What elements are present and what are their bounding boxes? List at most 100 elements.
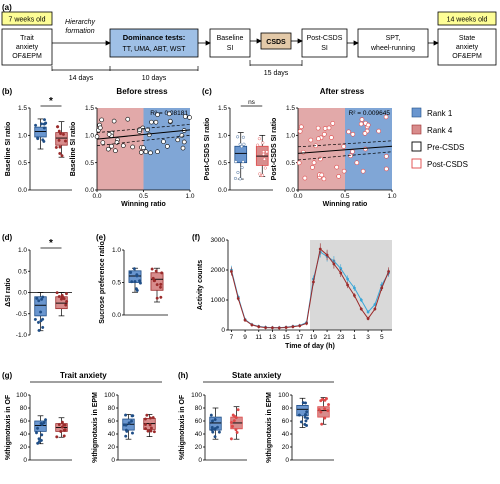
data-point [353, 286, 356, 290]
data-point [154, 269, 158, 273]
data-point [229, 420, 233, 424]
y-tick-label: 0.5 [85, 160, 94, 167]
data-point [130, 144, 135, 150]
data-point [303, 412, 307, 416]
data-point [373, 307, 377, 311]
title-state-anxiety: State anxiety [232, 371, 282, 380]
data-point [167, 118, 173, 124]
post-line2: SI [321, 45, 328, 52]
panel-g-of: 0 20 40 60 80 100 %thigmotaxis in OF [5, 392, 72, 464]
data-point [366, 317, 370, 320]
data-point [323, 407, 327, 411]
hierarchy-line1: Hierarchy [65, 19, 95, 26]
data-point [304, 419, 308, 423]
y-axis-label: Post-CSDS SI ratio [204, 118, 211, 181]
data-point [261, 141, 265, 145]
y-tick-label: 40 [108, 431, 116, 438]
data-point [179, 133, 185, 138]
data-point [312, 280, 315, 284]
trait-step-line2: anxiety [16, 44, 39, 51]
hierarchy-line2: formation [65, 28, 94, 35]
data-point [37, 299, 41, 303]
data-point [130, 419, 134, 423]
data-point [60, 154, 64, 158]
y-tick-label: 1.5 [18, 105, 27, 112]
data-point [362, 131, 368, 136]
box-rank4 [255, 134, 269, 178]
y-tick-label: 0.0 [218, 187, 227, 194]
state-step-line1: State [459, 35, 475, 42]
regression-line [96, 129, 191, 140]
confidence-lower [96, 134, 191, 147]
y-axis-label: %thigmotaxis in EPM [266, 392, 273, 463]
y-tick-label: 0.5 [286, 160, 295, 167]
y-tick-label: 0 [23, 457, 27, 464]
data-point [298, 324, 302, 328]
x-tick-label: 1.0 [387, 193, 396, 200]
data-point [384, 154, 389, 159]
data-point [353, 294, 356, 297]
data-point [238, 177, 242, 181]
y-tick-label: 1.0 [85, 133, 94, 140]
data-point [384, 166, 389, 172]
y-tick-label: 0.0 [18, 187, 27, 194]
data-point [148, 423, 152, 427]
data-point [44, 121, 48, 125]
box-rank1 [233, 132, 248, 181]
legend: Rank 1 Rank 4 Pre-CSDS Post-CSDS [411, 107, 468, 169]
data-point [132, 267, 136, 271]
x-tick-label: 15 [282, 334, 290, 341]
dark-phase-shading [310, 240, 392, 330]
data-point [260, 173, 264, 177]
baseline-si-step [209, 28, 251, 58]
data-point [319, 410, 323, 414]
data-point [299, 420, 303, 424]
data-point [311, 160, 317, 165]
duration-15-days: 15 days [264, 70, 289, 77]
x-tick-label: 0.5 [139, 193, 148, 200]
data-point [59, 429, 63, 433]
y-tick-label: 1.0 [218, 133, 227, 140]
panel-label-a: (a) [2, 3, 12, 12]
confidence-upper [297, 140, 393, 148]
data-point [36, 320, 40, 324]
box-rank1 [209, 407, 222, 440]
data-point [365, 122, 371, 128]
data-point [376, 128, 381, 134]
data-point [217, 430, 221, 434]
data-point [62, 428, 66, 432]
y-tick-label: 80 [282, 405, 290, 412]
data-point [37, 328, 41, 332]
data-point [40, 297, 44, 301]
data-point [149, 119, 154, 125]
data-point [42, 139, 46, 143]
data-point [359, 298, 363, 302]
data-point [320, 397, 324, 401]
title-after-stress: After stress [320, 87, 365, 96]
y-tick-label: 0.0 [18, 290, 27, 297]
data-point [151, 416, 155, 420]
baseline-line1: Baseline [217, 35, 244, 42]
data-point [57, 129, 61, 133]
data-point [231, 413, 235, 417]
data-point [159, 282, 163, 286]
data-point [350, 149, 355, 154]
data-point [305, 410, 309, 414]
legend-rank1: Rank 1 [427, 109, 453, 118]
data-point [271, 326, 274, 330]
data-point [124, 413, 128, 417]
data-point [387, 270, 390, 273]
data-point [62, 434, 66, 438]
data-point [134, 287, 138, 291]
data-point [234, 160, 238, 164]
data-point [317, 408, 321, 412]
confidence-upper [96, 124, 191, 133]
state-anxiety-step [437, 28, 497, 66]
duration-10-days: 10 days [142, 75, 167, 82]
data-point [121, 143, 126, 148]
box-rank1 [122, 413, 135, 440]
data-point [143, 417, 147, 421]
data-point [241, 160, 245, 164]
data-point [60, 420, 64, 424]
